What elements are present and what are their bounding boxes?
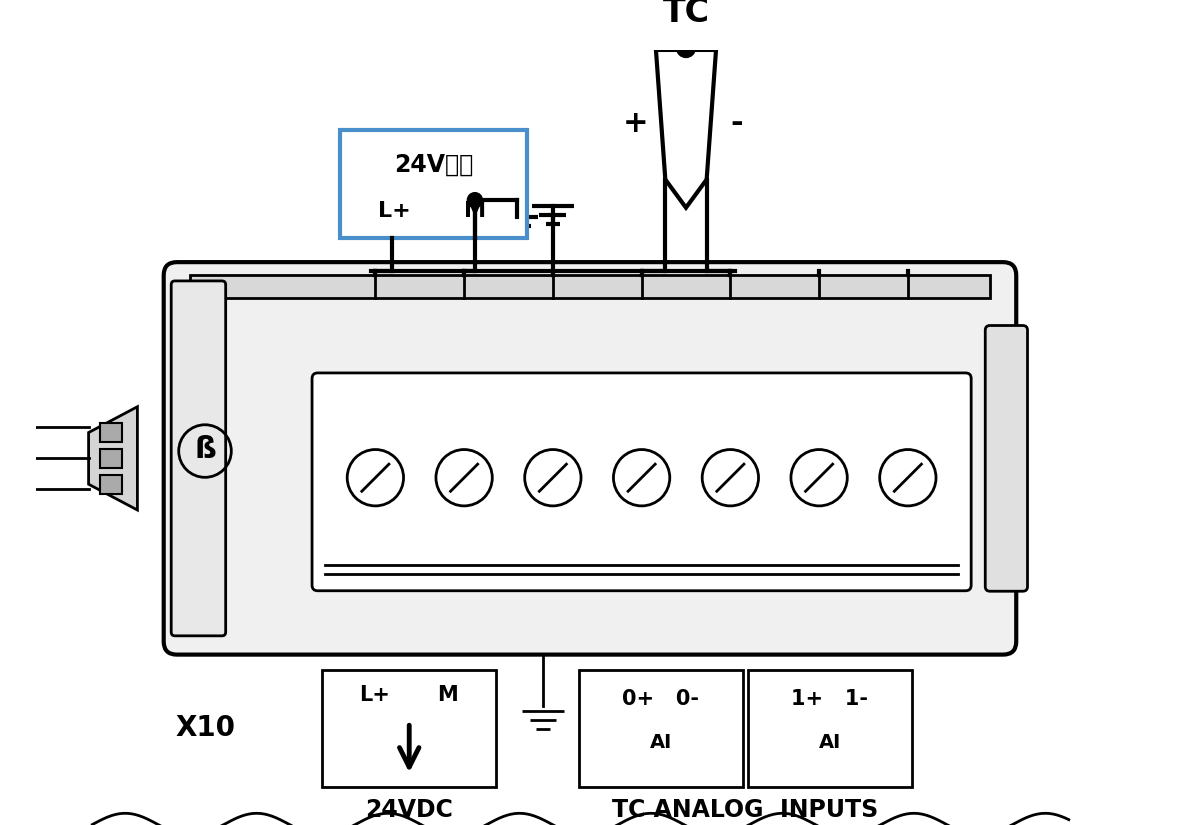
Bar <box>179 447 189 469</box>
Text: -: - <box>730 109 743 138</box>
Text: 0+   0-: 0+ 0- <box>623 689 699 709</box>
Text: ß: ß <box>195 435 216 464</box>
Bar <box>100 475 123 493</box>
FancyBboxPatch shape <box>312 373 971 591</box>
Bar <box>322 670 496 787</box>
Text: L+: L+ <box>360 686 390 705</box>
FancyBboxPatch shape <box>171 281 225 636</box>
Bar <box>340 130 527 238</box>
Text: TC ANALOG  INPUTS: TC ANALOG INPUTS <box>612 799 878 823</box>
Circle shape <box>467 193 482 208</box>
FancyBboxPatch shape <box>986 326 1028 592</box>
Circle shape <box>677 39 696 58</box>
Polygon shape <box>88 407 138 510</box>
Bar <box>100 423 123 442</box>
Bar <box>190 276 990 298</box>
Text: AI: AI <box>818 733 841 752</box>
Bar <box>100 449 123 468</box>
Bar <box>186 403 212 513</box>
Text: M: M <box>437 686 457 705</box>
FancyBboxPatch shape <box>164 262 1016 654</box>
Text: X10: X10 <box>174 714 235 743</box>
Bar <box>579 670 743 787</box>
Text: 1+   1-: 1+ 1- <box>791 689 869 709</box>
Text: M: M <box>463 200 486 221</box>
Bar <box>747 670 913 787</box>
Text: AI: AI <box>650 733 672 752</box>
Text: +: + <box>623 109 648 138</box>
Text: L+: L+ <box>377 200 410 221</box>
Text: 24V电源: 24V电源 <box>394 153 473 177</box>
Text: TC: TC <box>663 0 710 29</box>
Text: 24VDC: 24VDC <box>365 799 453 823</box>
